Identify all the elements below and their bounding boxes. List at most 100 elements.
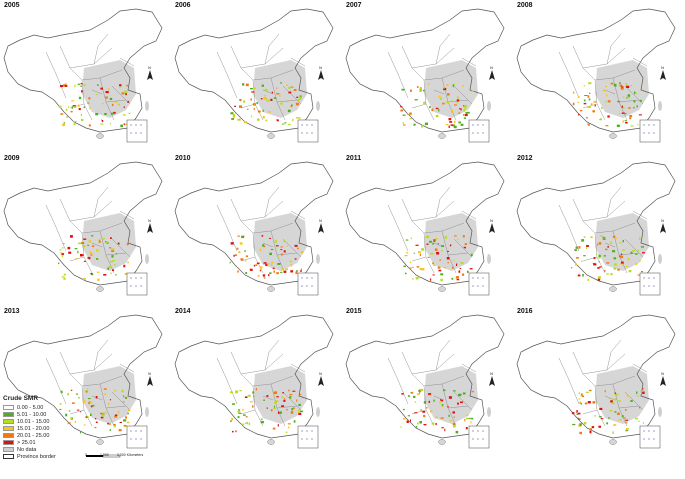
province-border [45,357,67,405]
county-hotspot [588,98,591,101]
county-hotspot [465,417,469,420]
county-hotspot [244,250,246,252]
county-hotspot [229,261,231,264]
province-border [624,391,644,411]
county-hotspot [432,262,434,265]
county-hotspot [251,91,255,93]
inset-island [135,124,137,126]
county-hotspot [593,263,597,266]
province-border [387,51,409,99]
county-hotspot [88,240,92,243]
county-hotspot [68,410,71,412]
county-hotspot [240,100,242,102]
province-border [604,242,616,248]
county-hotspot [255,264,258,266]
county-hotspot [283,250,286,253]
north-arrow-label: N [319,219,322,223]
county-hotspot [80,83,83,85]
county-hotspot [590,103,593,105]
county-hotspot [280,271,283,274]
inset-island [653,285,655,287]
county-hotspot [607,245,609,248]
county-hotspot [606,273,609,275]
county-hotspot [460,262,464,265]
county-hotspot [421,268,425,271]
country-outline [174,161,334,286]
legend-item-20-25: 20.01 - 25.00 [3,432,83,439]
county-hotspot [297,247,299,250]
county-hotspot [268,111,271,113]
county-hotspot [456,99,460,102]
county-hotspot [248,422,251,425]
county-hotspot [450,110,454,113]
county-hotspot [290,105,293,107]
county-hotspot [402,124,406,126]
county-hotspot [612,235,616,238]
county-hotspot [577,101,580,103]
county-hotspot [250,88,253,90]
county-hotspot [253,103,256,106]
county-hotspot [620,86,624,88]
county-hotspot [610,241,613,244]
province-border [461,210,477,220]
county-hotspot [283,398,286,400]
county-hotspot [410,419,411,422]
legend-item-10-15: 10.01 - 15.00 [3,418,83,425]
taiwan-island [658,254,662,264]
county-hotspot [435,107,439,110]
county-hotspot [452,84,454,88]
county-hotspot [598,416,602,418]
county-hotspot [636,391,638,394]
province-border [69,409,85,415]
county-hotspot [589,430,592,434]
county-hotspot [614,411,617,413]
county-hotspot [296,117,300,119]
county-hotspot [460,123,464,126]
county-hotspot [82,400,86,403]
inset-island [643,277,645,279]
inset-island [301,430,303,432]
county-hotspot [615,237,617,240]
county-hotspot [65,108,68,111]
county-hotspot [462,235,465,238]
province-border [93,339,109,371]
county-hotspot [606,422,609,425]
county-hotspot [112,260,116,262]
county-hotspot [630,125,634,127]
inset-island [311,124,313,126]
county-hotspot [70,110,73,113]
province-border [290,210,306,220]
county-hotspot [242,408,244,411]
county-hotspot [409,267,412,269]
county-hotspot [626,394,630,397]
county-hotspot [463,105,465,107]
county-hotspot [614,392,617,395]
panel-year-label: 2015 [346,308,362,315]
county-hotspot [465,112,468,114]
hainan-island [438,286,446,292]
legend-label: 20.01 - 25.00 [17,432,50,439]
county-hotspot [603,255,606,257]
county-hotspot [400,106,403,108]
county-hotspot [434,248,438,251]
county-hotspot [114,416,118,418]
county-hotspot [114,389,116,392]
county-hotspot [470,417,474,420]
county-hotspot [81,242,85,244]
county-hotspot [621,415,624,418]
county-hotspot [409,261,412,264]
province-border [618,405,640,409]
province-border [262,395,274,401]
taiwan-island [487,101,491,111]
county-hotspot [123,106,125,108]
county-hotspot [637,123,639,126]
county-hotspot [583,99,586,102]
county-hotspot [110,272,112,275]
county-hotspot [629,115,633,118]
map-panel-2008: N 2008 [513,0,684,152]
county-hotspot [610,82,614,85]
county-hotspot [600,118,602,121]
county-hotspot [469,268,473,270]
county-hotspot [406,420,409,423]
county-hotspot [237,411,241,413]
